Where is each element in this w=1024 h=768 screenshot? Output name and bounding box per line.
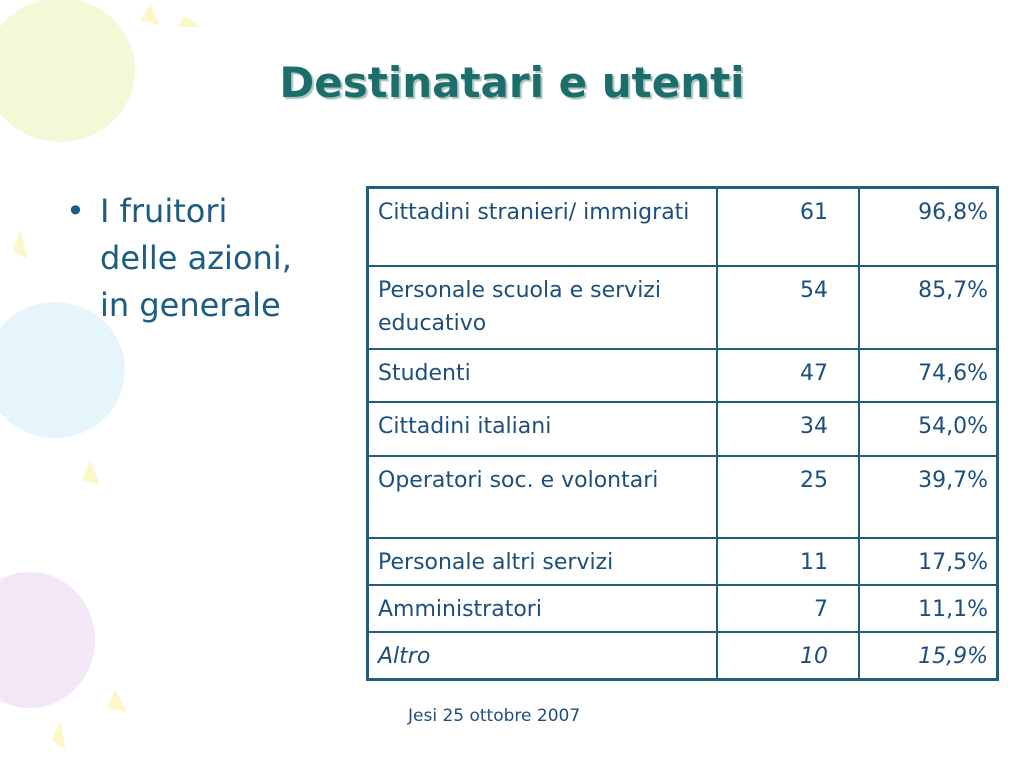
table-cell: 7: [716, 583, 860, 633]
table-row: Cittadini stranieri/ immigrati 61 96,8%: [366, 186, 999, 267]
table-cell: 74,6%: [858, 347, 999, 403]
table-row: Personale altri servizi 11 17,5%: [366, 536, 999, 586]
table-cell: 47: [716, 347, 860, 403]
bullet: I fruitori delle azioni, in generale: [62, 188, 312, 329]
table-cell: Personale scuola e servizi educativo: [366, 264, 718, 350]
table-cell: Studenti: [366, 347, 718, 403]
table-cell: 34: [716, 400, 860, 457]
table-row: Altro 10 15,9%: [366, 630, 999, 680]
table-row: Amministratori 7 11,1%: [366, 583, 999, 633]
balloon: [0, 0, 135, 142]
table-cell: 10: [716, 630, 860, 680]
balloon: [0, 572, 95, 708]
data-table: Cittadini stranieri/ immigrati 61 96,8% Per…: [366, 186, 999, 681]
table-cell: 54,0%: [858, 400, 999, 457]
table-cell: 17,5%: [858, 536, 999, 586]
table-cell: 85,7%: [858, 264, 999, 350]
footer: Jesi 25 ottobre 2007: [408, 706, 581, 726]
table-cell: Cittadini stranieri/ immigrati: [366, 186, 718, 267]
slide-title: Destinatari e utenti: [279, 58, 745, 107]
table-cell: 11: [716, 536, 860, 586]
table-row: Operatori soc. e volontari 25 39,7%: [366, 454, 999, 539]
table-row: Studenti 47 74,6%: [366, 347, 999, 403]
table-row: Personale scuola e servizi educativo 54 85…: [366, 264, 999, 350]
table-row: Cittadini italiani 34 54,0%: [366, 400, 999, 457]
table-cell: 15,9%: [858, 630, 999, 680]
table-cell: Altro: [366, 630, 718, 680]
table-cell: 25: [716, 454, 860, 539]
table-cell: Operatori soc. e volontari: [366, 454, 718, 539]
table-cell: 54: [716, 264, 860, 350]
bullet-list: I fruitori delle azioni, in generale: [62, 188, 312, 329]
table-cell: 96,8%: [858, 186, 999, 267]
table-cell: 61: [716, 186, 860, 267]
table-cell: Personale altri servizi: [366, 536, 718, 586]
table-cell: 39,7%: [858, 454, 999, 539]
table-cell: Cittadini italiani: [366, 400, 718, 457]
balloon: [0, 302, 125, 438]
table-cell: Amministratori: [366, 583, 718, 633]
table-cell: 11,1%: [858, 583, 999, 633]
